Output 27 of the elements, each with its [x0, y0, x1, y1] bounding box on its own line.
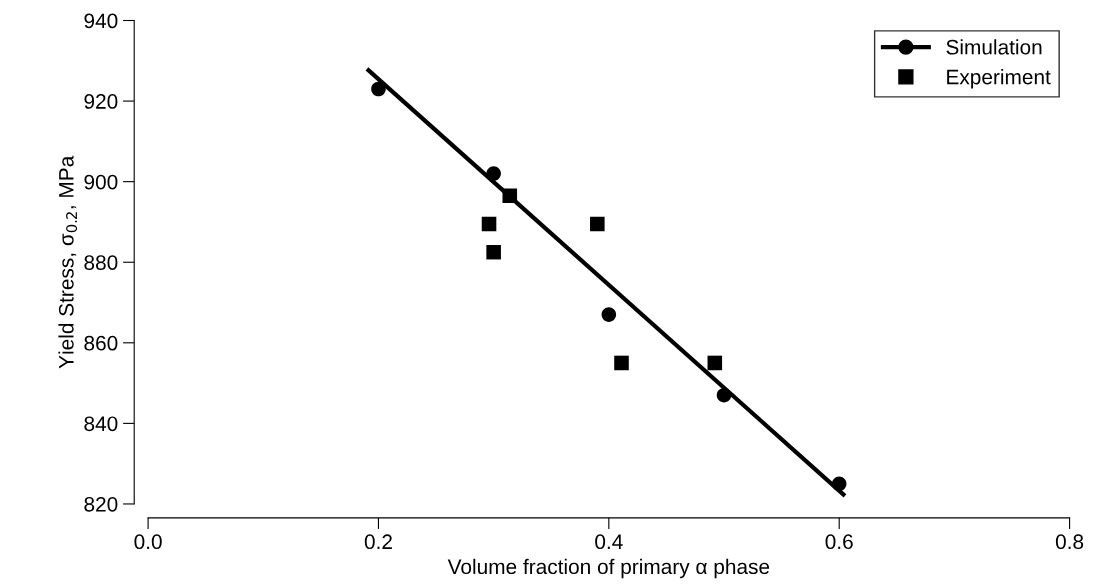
x-tick-label: 0.6: [825, 534, 853, 550]
point: [502, 188, 518, 204]
y-tick-label: 860: [84, 335, 118, 351]
y-tick-label: 820: [84, 496, 118, 512]
y-tick-label: 840: [84, 416, 118, 432]
y-tick-label: 880: [84, 255, 118, 270]
x-tick-label: 0.8: [1055, 534, 1084, 550]
x-tick-label: 0.0: [134, 534, 162, 550]
point: [601, 307, 617, 322]
y-tick-label: 940: [84, 13, 118, 29]
point: [831, 476, 847, 492]
legend-label: Experiment: [947, 69, 1051, 89]
point: [481, 216, 497, 232]
point: [614, 355, 629, 371]
x-tick-label: 0.2: [364, 534, 392, 550]
y-tick-label: 920: [84, 94, 118, 109]
point: [486, 244, 501, 260]
point: [371, 81, 386, 97]
point: [486, 166, 501, 181]
point: [716, 387, 732, 403]
x-tick-label: 0.4: [595, 534, 623, 550]
y-axis-title: Yield Stress, σ$_{0.2}$, MPa: [58, 155, 78, 369]
legend-label: Simulation: [946, 39, 1042, 55]
point: [590, 216, 605, 232]
y-tick-label: 900: [84, 174, 118, 190]
x-axis-title: Volume fraction of primary α phase: [447, 558, 770, 579]
point: [707, 355, 723, 371]
